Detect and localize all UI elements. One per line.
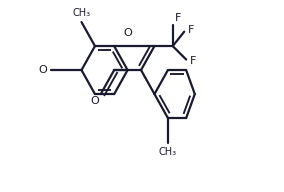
Text: F: F [190,56,196,66]
Text: CH₃: CH₃ [72,8,91,18]
Text: F: F [175,13,181,23]
Text: O: O [123,28,132,38]
Text: F: F [188,25,195,35]
Text: CH₃: CH₃ [159,147,177,157]
Text: O: O [38,65,47,75]
Text: O: O [91,96,99,106]
